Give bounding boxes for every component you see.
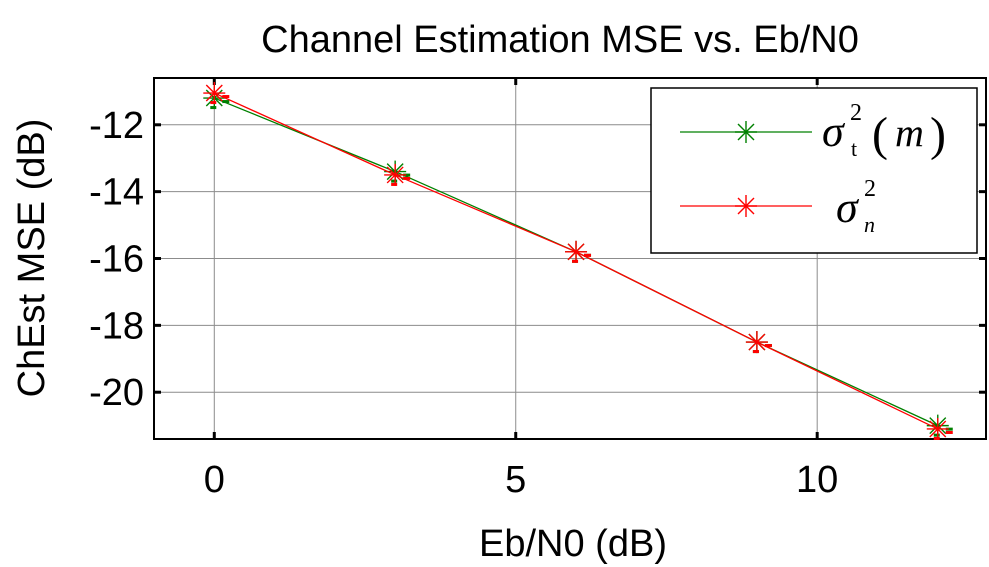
- series-2-point: [565, 240, 592, 263]
- legend-rparen-1: ): [930, 108, 946, 161]
- legend-symbol-1: σ: [822, 107, 846, 156]
- legend-superscript-1: 2: [850, 100, 862, 126]
- legend-lparen-1: (: [872, 108, 888, 161]
- data-series: [203, 82, 953, 440]
- legend-arg-1: m: [895, 110, 924, 155]
- y-tick-label: -12: [89, 105, 144, 147]
- legend-subscript-2: n: [864, 212, 875, 237]
- y-tick-label: -16: [89, 239, 144, 281]
- legend-marker-1: [735, 121, 757, 143]
- series-2: [203, 82, 953, 440]
- y-tick-label: -14: [89, 172, 144, 214]
- x-axis-label: Eb/N0 (dB): [479, 523, 667, 565]
- series-2-point: [926, 417, 953, 440]
- series-2-point: [745, 331, 772, 354]
- y-tick-label: -20: [89, 372, 144, 414]
- legend-superscript-2: 2: [864, 176, 876, 202]
- y-axis-label: ChEst MSE (dB): [11, 119, 53, 398]
- legend-subscript-1: t: [851, 136, 857, 161]
- chart-title: Channel Estimation MSE vs. Eb/N0: [261, 19, 859, 61]
- series-2-point: [384, 163, 411, 186]
- legend: σ 2 t ( m ) σ 2 n: [650, 87, 978, 254]
- x-tick-label: 0: [204, 459, 225, 501]
- y-tick-label: -18: [89, 305, 144, 347]
- legend-box: [650, 87, 978, 254]
- x-tick-label: 5: [505, 459, 526, 501]
- legend-marker-2: [735, 195, 757, 217]
- series-2-point: [203, 82, 230, 105]
- x-tick-label: 10: [796, 459, 838, 501]
- legend-symbol-2: σ: [836, 183, 860, 232]
